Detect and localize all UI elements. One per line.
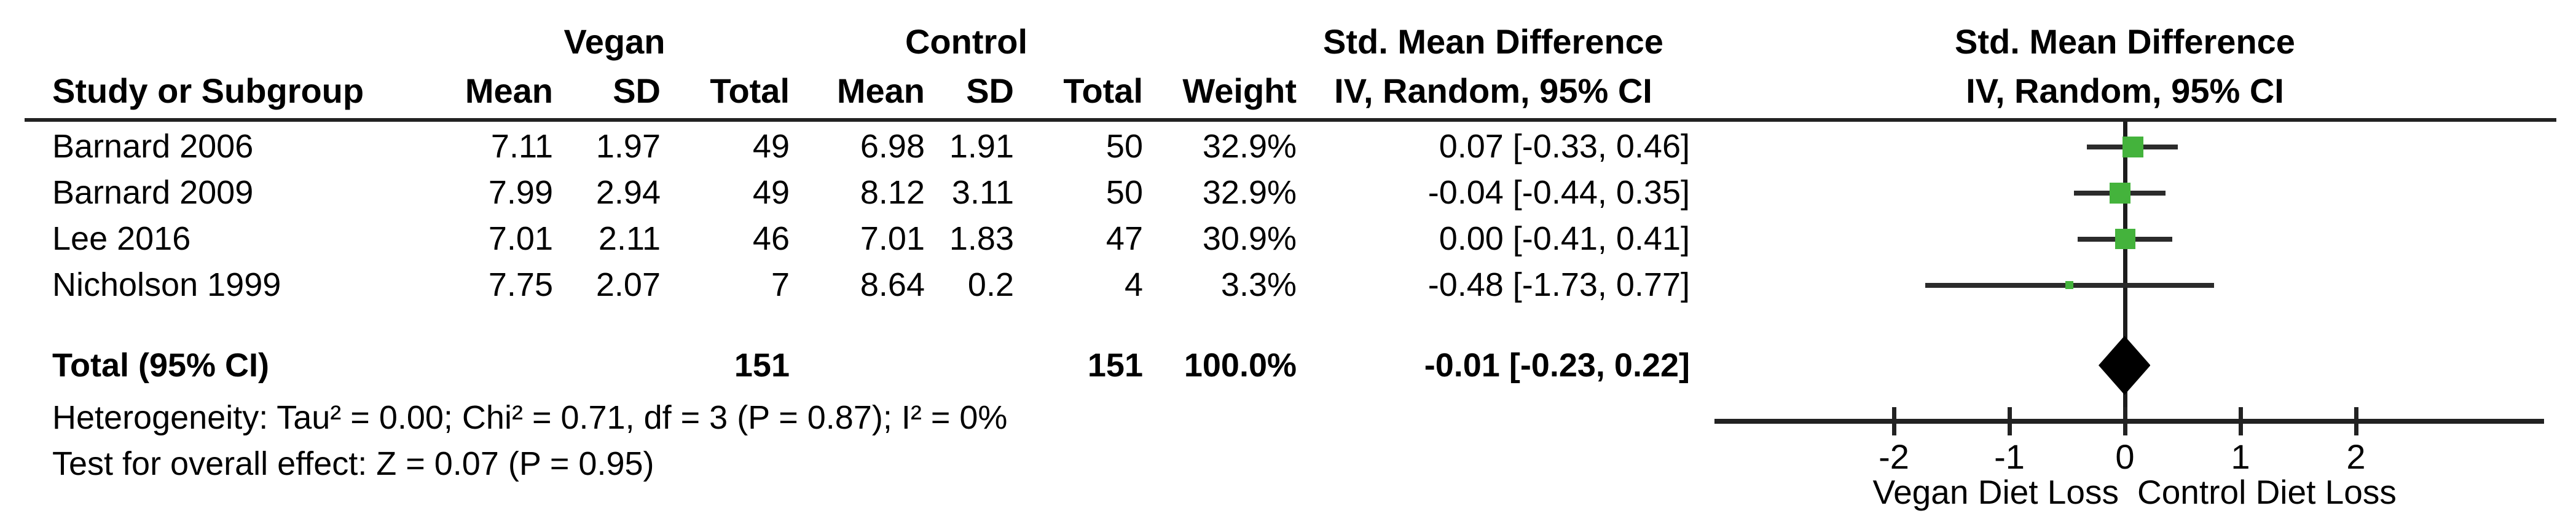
col-header-ci-right: IV, Random, 95% CI: [1966, 71, 2284, 110]
col-header-study: Study or Subgroup: [52, 71, 364, 110]
smd-header-right: Std. Mean Difference: [1955, 22, 2295, 61]
control-sd: 1.83: [949, 220, 1014, 257]
vegan-sd: 2.94: [595, 174, 661, 211]
table-row: Lee 2016 7.01 2.11 46 7.01 1.83 47 30.9%…: [0, 216, 1690, 262]
table-row: Barnard 2009 7.99 2.94 49 8.12 3.11 50 3…: [0, 170, 1690, 216]
ci-text: -0.04 [-0.44, 0.35]: [1427, 174, 1690, 211]
overall-effect-line: Test for overall effect: Z = 0.07 (P = 0…: [52, 445, 654, 482]
summary-diamond: [2098, 336, 2151, 395]
axis-tick-label: 0: [2115, 437, 2135, 476]
vegan-total: 46: [752, 220, 790, 257]
col-header-control-mean: Mean: [836, 71, 925, 110]
control-total: 50: [1105, 128, 1143, 165]
group-header-row: Vegan Control Std. Mean Difference: [0, 17, 1690, 66]
axis-tick: [1892, 407, 1896, 435]
vegan-total: 7: [771, 266, 790, 303]
vegan-mean: 7.11: [490, 128, 553, 165]
vegan-mean: 7.01: [488, 220, 553, 257]
vegan-total: 49: [752, 174, 790, 211]
total-label: Total (95% CI): [52, 347, 270, 384]
axis-tick-label: 1: [2231, 437, 2250, 476]
col-header-vegan-mean: Mean: [465, 71, 553, 110]
axis-label-left: Vegan Diet Loss: [1872, 473, 2119, 511]
axis-tick-label: -2: [1879, 437, 1909, 476]
control-group-header: Control: [905, 22, 1028, 61]
total-weight: 100.0%: [1184, 347, 1297, 384]
axis-tick: [2123, 407, 2127, 435]
x-axis-line: [1714, 419, 2544, 424]
study-marker: [2065, 281, 2074, 289]
study-marker: [2115, 229, 2135, 249]
zero-reference-line: [2123, 122, 2127, 423]
vegan-sd: 2.07: [595, 266, 661, 303]
col-header-vegan-sd: SD: [613, 71, 661, 110]
column-header-row: Study or Subgroup Mean SD Total Mean SD …: [0, 66, 1690, 116]
heterogeneity-line: Heterogeneity: Tau² = 0.00; Chi² = 0.71,…: [52, 399, 1008, 436]
axis-tick: [2008, 407, 2012, 435]
axis-tick: [2239, 407, 2243, 435]
control-sd: 1.91: [949, 128, 1014, 165]
header-divider-line: [25, 118, 2556, 122]
study-name: Lee 2016: [52, 220, 191, 257]
study-marker: [2122, 136, 2144, 157]
control-mean: 7.01: [860, 220, 925, 257]
col-header-control-total: Total: [1063, 71, 1143, 110]
total-control-n: 151: [1087, 347, 1143, 384]
vegan-mean: 7.75: [488, 266, 553, 303]
col-header-control-sd: SD: [966, 71, 1014, 110]
ci-text: 0.07 [-0.33, 0.46]: [1439, 128, 1690, 165]
control-sd: 0.2: [967, 266, 1014, 303]
control-mean: 6.98: [860, 128, 925, 165]
axis-tick: [2354, 407, 2358, 435]
control-sd: 3.11: [951, 174, 1014, 211]
axis-tick-label: 2: [2346, 437, 2366, 476]
study-name: Barnard 2006: [52, 128, 254, 165]
vegan-sd: 1.97: [595, 128, 661, 165]
weight-value: 32.9%: [1202, 128, 1297, 165]
study-name: Barnard 2009: [52, 174, 254, 211]
axis-label-right: Control Diet Loss: [2137, 473, 2397, 511]
total-row: Total (95% CI) 151 151 100.0% -0.01 [-0.…: [0, 343, 1690, 389]
study-marker: [2110, 182, 2131, 204]
table-row: Barnard 2006 7.11 1.97 49 6.98 1.91 50 3…: [0, 124, 1690, 170]
control-total: 4: [1124, 266, 1143, 303]
study-name: Nicholson 1999: [52, 266, 281, 303]
ci-text: -0.48 [-1.73, 0.77]: [1427, 266, 1690, 303]
vegan-mean: 7.99: [488, 174, 553, 211]
smd-header-left: Std. Mean Difference: [1323, 22, 1663, 61]
weight-value: 3.3%: [1220, 266, 1297, 303]
control-total: 47: [1105, 220, 1143, 257]
control-total: 50: [1105, 174, 1143, 211]
axis-tick-label: -1: [1994, 437, 2025, 476]
vegan-sd: 2.11: [598, 220, 661, 257]
ci-text: 0.00 [-0.41, 0.41]: [1439, 220, 1690, 257]
col-header-vegan-total: Total: [710, 71, 790, 110]
control-mean: 8.64: [860, 266, 925, 303]
total-vegan-n: 151: [734, 347, 790, 384]
vegan-total: 49: [752, 128, 790, 165]
weight-value: 30.9%: [1202, 220, 1297, 257]
weight-value: 32.9%: [1202, 174, 1297, 211]
col-header-ci-left: IV, Random, 95% CI: [1334, 71, 1652, 110]
table-row: Nicholson 1999 7.75 2.07 7 8.64 0.2 4 3.…: [0, 262, 1690, 308]
total-ci-text: -0.01 [-0.23, 0.22]: [1424, 347, 1690, 384]
col-header-weight: Weight: [1182, 71, 1297, 110]
vegan-group-header: Vegan: [564, 22, 666, 61]
control-mean: 8.12: [860, 174, 925, 211]
